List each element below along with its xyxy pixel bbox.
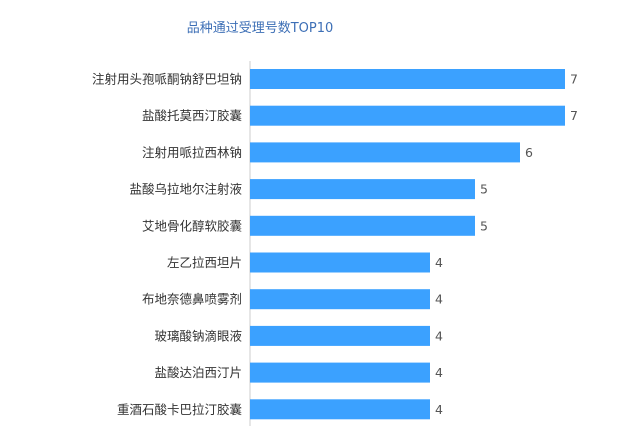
category-label: 左乙拉西坦片 [167, 255, 242, 270]
category-label: 盐酸乌拉地尔注射液 [129, 182, 242, 197]
value-label: 4 [435, 328, 443, 343]
value-label: 4 [435, 292, 443, 307]
value-label: 5 [480, 182, 488, 197]
value-label: 4 [435, 365, 443, 380]
value-label: 6 [525, 145, 533, 160]
bar[interactable] [250, 362, 430, 383]
value-label: 7 [570, 108, 578, 123]
bar[interactable] [250, 105, 565, 126]
bar[interactable] [250, 325, 430, 346]
category-label: 艾地骨化醇软胶囊 [142, 218, 242, 233]
bar[interactable] [250, 252, 430, 273]
category-label: 注射用哌拉西林钠 [142, 145, 242, 160]
bar[interactable] [250, 289, 430, 310]
category-label: 布地奈德鼻喷雾剂 [142, 292, 242, 307]
value-label: 4 [435, 402, 443, 417]
bar[interactable] [250, 142, 520, 163]
category-label: 盐酸达泊西汀片 [154, 365, 242, 380]
category-label: 盐酸托莫西汀胶囊 [142, 108, 242, 123]
category-label: 玻璃酸钠滴眼液 [154, 328, 242, 343]
category-label: 重酒石酸卡巴拉汀胶囊 [117, 402, 242, 417]
bar[interactable] [250, 69, 565, 89]
bar[interactable] [250, 399, 430, 420]
value-label: 7 [570, 72, 578, 87]
bar[interactable] [250, 179, 475, 200]
value-label: 5 [480, 218, 488, 233]
bar[interactable] [250, 215, 475, 236]
chart-title: 品种通过受理号数TOP10 [186, 21, 334, 36]
value-label: 4 [435, 255, 443, 270]
category-label: 注射用头孢哌酮钠舒巴坦钠 [92, 72, 242, 87]
